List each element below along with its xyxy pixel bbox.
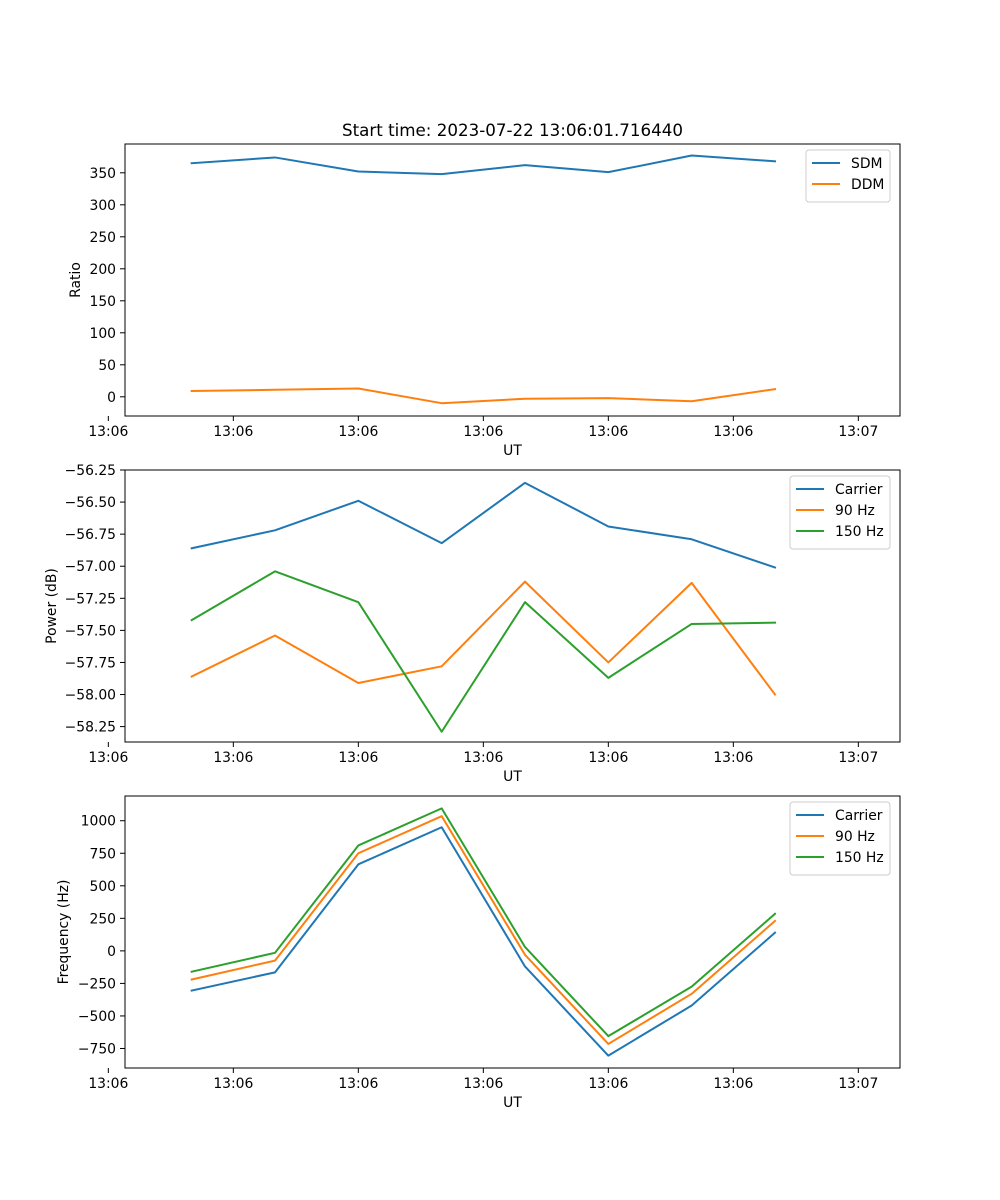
y-tick-label: 1000 [81, 814, 116, 830]
x-tick-label: 13:06 [463, 424, 503, 440]
x-tick-label: 13:06 [338, 424, 378, 440]
y-tick-label: 250 [89, 230, 116, 246]
axes-frame [124, 795, 901, 1069]
x-tick-label: 13:06 [463, 750, 503, 766]
legend-label-150-hz: 150 Hz [835, 850, 884, 866]
x-tick-label: 13:06 [713, 1076, 753, 1092]
x-axis-label: UT [503, 1095, 522, 1111]
x-tick-label: 13:06 [213, 750, 253, 766]
y-tick-label: 250 [89, 911, 116, 927]
x-axis-label: UT [503, 443, 522, 459]
y-tick-label: −56.25 [65, 463, 116, 479]
x-tick-label: 13:06 [338, 750, 378, 766]
x-tick-label: 13:07 [838, 424, 878, 440]
x-tick-label: 13:07 [838, 750, 878, 766]
y-tick-label: −500 [78, 1009, 116, 1025]
series-line-carrier [190, 481, 777, 569]
x-tick-label: 13:06 [713, 750, 753, 766]
y-tick-label: 50 [98, 358, 116, 374]
y-tick-label: −250 [78, 976, 116, 992]
x-tick-label: 13:06 [588, 1076, 628, 1092]
ratio-panel: 13:06 13:06 13:06 13:06 13:06 13:06 13:07 0 50 10… [68, 143, 901, 459]
y-axis-label: Power (dB) [44, 568, 60, 644]
axes-frame [124, 469, 901, 743]
legend-label-carrier: Carrier [835, 808, 883, 824]
y-tick-label: 750 [89, 846, 116, 862]
series-line-sdm [190, 154, 777, 176]
y-tick-label: −58.25 [65, 720, 116, 736]
y-tick-label: −57.50 [65, 623, 116, 639]
x-tick-label: 13:06 [213, 424, 253, 440]
x-tick-label: 13:06 [463, 1076, 503, 1092]
series-line-150-hz [190, 807, 777, 1038]
power-panel: 13:06 13:06 13:06 13:06 13:06 13:06 13:07 −58.2… [44, 463, 901, 785]
y-tick-label: −58.00 [65, 688, 116, 704]
y-tick-label: 150 [89, 294, 116, 310]
y-axis-label: Ratio [68, 262, 84, 298]
legend-label-sdm: SDM [851, 156, 883, 172]
y-tick-label: −56.50 [65, 495, 116, 511]
legend-label-carrier: Carrier [835, 482, 883, 498]
x-tick-label: 13:06 [713, 424, 753, 440]
y-tick-label: 350 [89, 166, 116, 182]
y-tick-label: 500 [89, 879, 116, 895]
chart-title: Start time: 2023-07-22 13:06:01.716440 [342, 120, 683, 140]
series-line-90-hz [190, 580, 777, 696]
legend-label-90-hz: 90 Hz [835, 829, 875, 845]
x-tick-label: 13:06 [88, 424, 128, 440]
y-tick-label: −57.00 [65, 559, 116, 575]
y-tick-label: −57.25 [65, 591, 116, 607]
y-tick-label: 0 [107, 944, 116, 960]
x-tick-label: 13:07 [838, 1076, 878, 1092]
y-tick-label: 300 [89, 198, 116, 214]
x-tick-label: 13:06 [588, 424, 628, 440]
legend: SDM DDM [805, 149, 891, 203]
x-axis-label: UT [503, 769, 522, 785]
x-tick-label: 13:06 [213, 1076, 253, 1092]
series-line-ddm [190, 387, 777, 405]
legend: Carrier 90 Hz 150 Hz [789, 801, 891, 876]
y-tick-label: −56.75 [65, 527, 116, 543]
y-tick-label: 0 [107, 390, 116, 406]
x-tick-label: 13:06 [88, 1076, 128, 1092]
frequency-panel: 13:06 13:06 13:06 13:06 13:06 13:06 13:07 −750 −… [56, 795, 901, 1111]
axes-frame [124, 143, 901, 417]
legend-label-ddm: DDM [851, 177, 884, 193]
y-tick-label: 100 [89, 326, 116, 342]
x-tick-label: 13:06 [338, 1076, 378, 1092]
legend-label-150-hz: 150 Hz [835, 524, 884, 540]
y-tick-label: 200 [89, 262, 116, 278]
legend-label-90-hz: 90 Hz [835, 503, 875, 519]
x-tick-label: 13:06 [588, 750, 628, 766]
x-tick-label: 13:06 [88, 750, 128, 766]
y-tick-label: −57.75 [65, 655, 116, 671]
series-line-150-hz [190, 570, 777, 733]
series-line-90-hz [190, 815, 777, 1045]
y-tick-label: −750 [78, 1041, 116, 1057]
legend: Carrier 90 Hz 150 Hz [789, 475, 891, 550]
y-axis-label: Frequency (Hz) [56, 880, 72, 985]
series-line-carrier [190, 826, 777, 1057]
